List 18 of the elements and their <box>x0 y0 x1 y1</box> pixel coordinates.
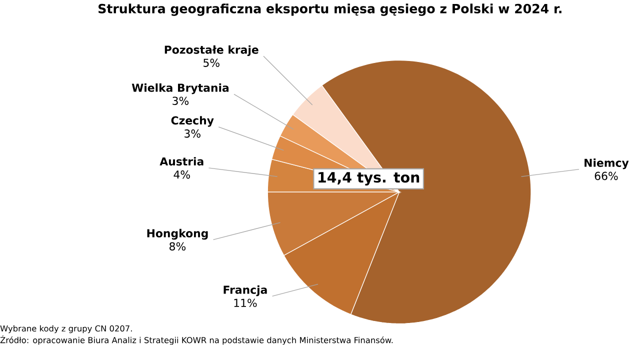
data-label: 11% <box>234 298 257 308</box>
slice-label: Francja <box>224 286 267 296</box>
text: Źródło: opracowanie Biura Analiz i Strategii KOWR na podstawie danych Ministerstwa Finansów. <box>0 336 393 345</box>
data-label: 8% <box>170 242 186 251</box>
data-label: 66% <box>594 172 618 180</box>
data-label: 3% <box>184 130 200 138</box>
slice-label: Wielka Brytania <box>132 83 229 94</box>
data-label: 5% <box>204 58 220 68</box>
chart-title: Struktura geograficzna eksportu mięsa gęsiego z Polski w 2024 r. <box>98 4 562 16</box>
data-label: 3% <box>172 96 189 106</box>
text: Wybrane kody z grupy CN 0207. <box>0 325 132 334</box>
text: 14,4 tys. ton <box>318 172 420 186</box>
slice-label: Czechy <box>171 116 214 127</box>
slice-label: Austria <box>160 157 204 166</box>
slice-label: Niemcy <box>584 158 629 170</box>
data-label: 4% <box>174 170 190 179</box>
slice-label: Hongkong <box>147 229 208 240</box>
slice-label: Pozostałe kraje <box>164 45 258 56</box>
